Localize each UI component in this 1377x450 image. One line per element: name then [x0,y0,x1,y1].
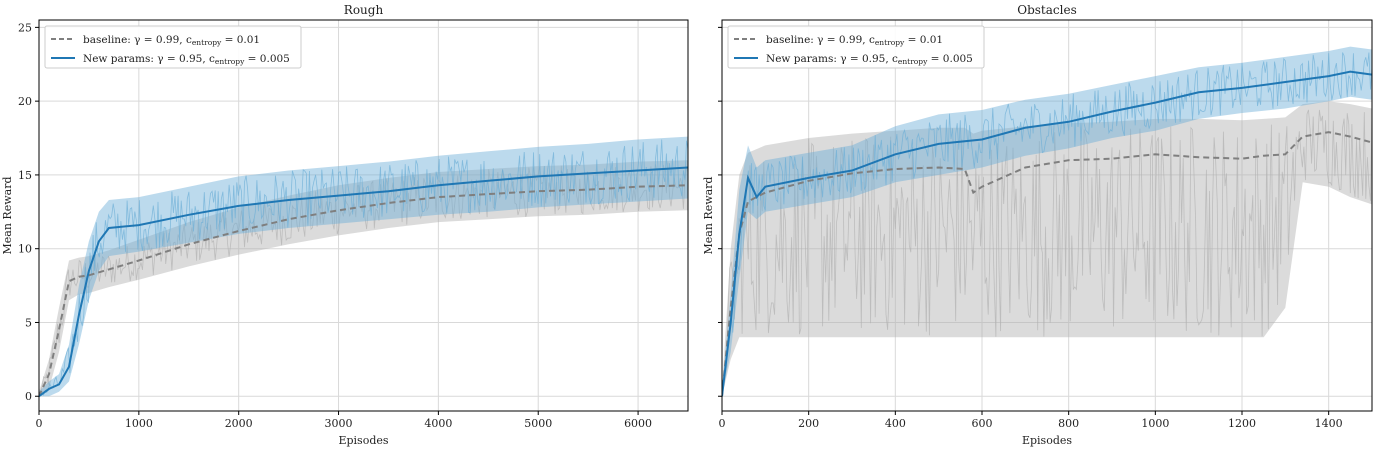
x-axis: 0 200 400 600 800 1000 1200 1400 Episodes [719,411,1343,447]
y-tick-label: 25 [18,21,32,34]
y-axis-label: Mean Reward [1,177,14,255]
series-2-raw [722,52,1372,390]
x-tick-label: 800 [1058,417,1079,430]
x-tick-label: 4000 [424,417,452,430]
series-1-band [722,101,1372,397]
chart-title: Obstacles [1017,3,1076,17]
legend-label-2: New params: γ = 0.95, centropy = 0.005 [83,53,290,66]
plot-area [39,136,688,398]
x-tick-label: 600 [972,417,993,430]
chart-title: Rough [344,3,384,17]
grid [38,20,688,411]
series-1-band [39,160,688,397]
y-tick-label: 0 [25,390,32,403]
series-2-raw [39,139,688,396]
x-tick-label: 2000 [225,417,253,430]
legend-label-1: baseline: γ = 0.99, centropy = 0.01 [766,34,943,47]
x-tick-label: 1200 [1228,417,1256,430]
series-1-mean-line [722,131,1372,397]
series-2-band [39,136,688,397]
x-axis: 0 1000 2000 3000 4000 5000 6000 Episodes [36,411,652,447]
legend: baseline: γ = 0.99, centropy = 0.01 New p… [727,25,985,69]
legend: baseline: γ = 0.99, centropy = 0.01 New p… [44,25,302,69]
legend-box [44,25,302,69]
plot-frame [38,19,689,412]
legend-label-2: New params: γ = 0.95, centropy = 0.005 [766,53,973,66]
x-tick-label: 1000 [1141,417,1169,430]
series-1-raw [39,162,688,394]
y-axis: 0 5 10 15 20 25 Mean Reward [1,21,39,403]
series-2-mean-line [39,166,688,398]
x-tick-label: 6000 [624,417,652,430]
x-axis-label: Episodes [338,434,388,447]
x-tick-label: 200 [798,417,819,430]
y-axis-label: Mean Reward [702,177,715,255]
chart-panel-2: 0 200 400 600 800 1000 1200 1400 Episodes Mean Re… [702,3,1373,447]
legend-label-1: baseline: γ = 0.99, centropy = 0.01 [83,34,260,47]
x-tick-label: 0 [719,417,726,430]
x-tick-label: 3000 [325,417,353,430]
y-axis: Mean Reward [702,26,722,397]
plot-area [722,46,1372,397]
chart-panel-1: 0 1000 2000 3000 4000 5000 6000 Episodes 0 5 10 15 2… [1,3,689,447]
series-2-mean-line [722,70,1372,397]
x-tick-label: 1400 [1315,417,1343,430]
y-tick-label: 15 [18,169,32,182]
y-tick-label: 20 [18,95,32,108]
series-2-band [722,46,1372,397]
x-axis-label: Episodes [1022,434,1072,447]
x-tick-label: 5000 [524,417,552,430]
x-tick-label: 1000 [125,417,153,430]
y-tick-label: 5 [25,316,32,329]
series-1-raw [722,109,1372,390]
x-tick-label: 400 [885,417,906,430]
plot-frame [721,19,1373,412]
x-tick-label: 0 [36,417,43,430]
y-tick-label: 10 [18,243,32,256]
legend-box [727,25,985,69]
